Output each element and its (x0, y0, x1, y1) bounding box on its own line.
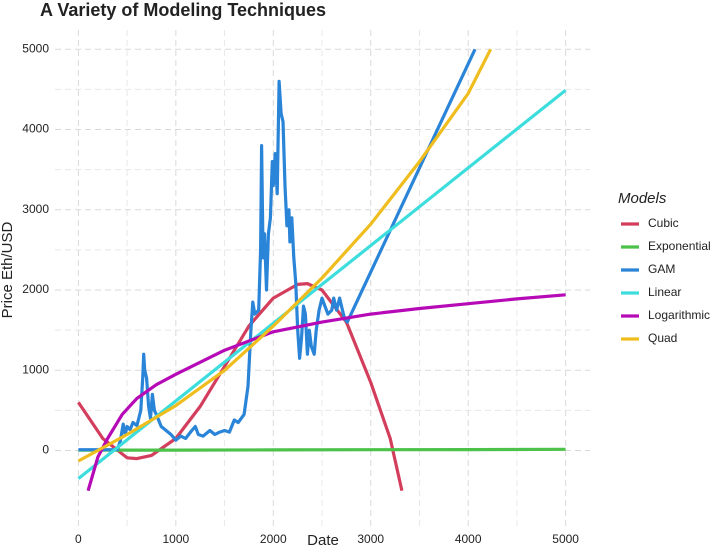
x-tick-label: 0 (75, 532, 82, 546)
y-tick-label: 5000 (22, 41, 49, 55)
y-axis-title: Price Eth/USD (0, 221, 16, 318)
legend-label: GAM (648, 262, 675, 276)
x-tick-label: 2000 (260, 532, 287, 546)
y-tick-label: 0 (42, 443, 49, 457)
y-tick-label: 2000 (22, 282, 49, 296)
plot-area (55, 30, 590, 530)
x-tick-label: 4000 (455, 532, 482, 546)
series-line (86, 293, 566, 492)
y-tick-label: 3000 (22, 202, 49, 216)
legend-label: Exponential (648, 239, 711, 253)
x-axis-title: Date (307, 532, 339, 549)
x-tick-label: 5000 (552, 532, 579, 546)
series-line (77, 48, 493, 463)
series-line (77, 282, 404, 492)
x-tick-label: 1000 (162, 532, 189, 546)
legend-label: Cubic (648, 216, 679, 230)
legend-title: Models (618, 190, 667, 207)
x-tick-label: 3000 (357, 532, 384, 546)
y-tick-label: 4000 (22, 122, 49, 136)
y-tick-label: 1000 (22, 362, 49, 376)
legend-label: Quad (648, 331, 677, 345)
series-line (78, 447, 566, 452)
legend-label: Logarithmic (648, 308, 710, 322)
legend-label: Linear (648, 285, 681, 299)
chart-title: A Variety of Modeling Techniques (40, 0, 326, 20)
series-line (78, 48, 477, 452)
